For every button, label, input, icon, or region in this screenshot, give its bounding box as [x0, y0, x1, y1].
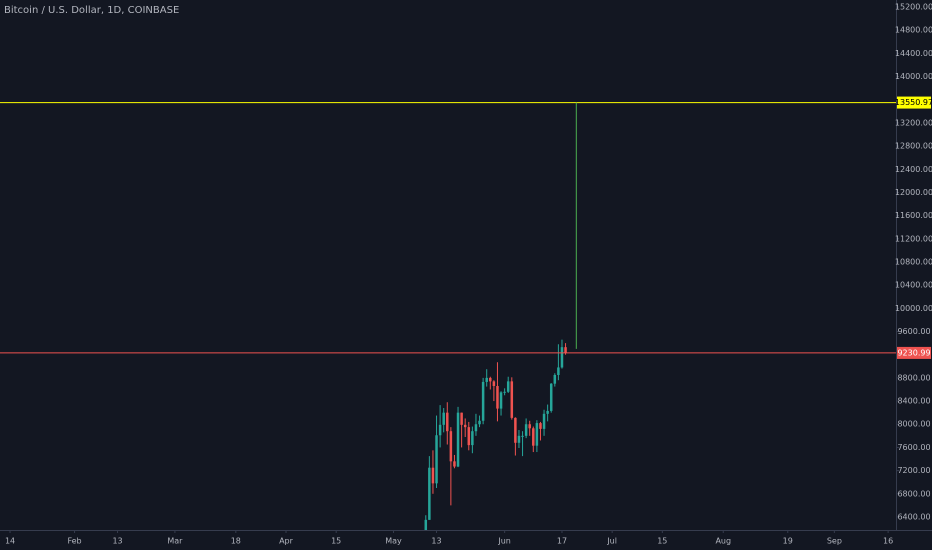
plot-area [0, 102, 896, 530]
y-tick-label: 6800.00 [897, 489, 930, 498]
candle-body [549, 383, 553, 411]
candle-body [467, 427, 471, 446]
axes: 6400.00 6800.00 7200.00 7600.00 8000.00 8400.… [5, 3, 932, 546]
candle-body [471, 431, 474, 446]
y-tick-label: 13200.00 [895, 118, 932, 127]
x-tick-label: 18 [231, 537, 241, 546]
candle-body [499, 392, 503, 409]
candle-body [535, 423, 539, 446]
x-tick-label: 13 [431, 537, 441, 546]
price-level-label: 9230.99 [897, 348, 930, 357]
candle-body [449, 431, 453, 462]
price-level-tag [897, 346, 931, 359]
x-tick-label: 15 [657, 537, 667, 546]
x-tick-label: 19 [783, 537, 793, 546]
price-level-tag [897, 96, 931, 109]
candle-body [510, 381, 514, 418]
candle-body [546, 410, 549, 414]
x-tick-label: Feb [67, 537, 81, 546]
x-tick-label: May [385, 537, 402, 546]
x-tick-label: 17 [557, 537, 567, 546]
y-tick-label: 7200.00 [897, 466, 930, 475]
candle-body [542, 413, 546, 429]
y-tick-label: 9600.00 [897, 327, 930, 336]
x-tick-label: 16 [883, 537, 893, 546]
y-tick-label: 14400.00 [895, 49, 932, 58]
candle-body [435, 435, 438, 484]
candle-body [539, 423, 542, 429]
x-tick-label: Mar [167, 537, 183, 546]
chart-title: Bitcoin / U.S. Dollar, 1D, COINBASE [4, 5, 179, 16]
candle-body [517, 435, 521, 443]
y-tick-label: 10000.00 [895, 304, 932, 313]
x-tick-label: Apr [279, 537, 294, 546]
x-tick-label: 15 [331, 537, 341, 546]
candle-body [428, 467, 431, 520]
candle-body [424, 519, 428, 530]
y-tick-label: 14000.00 [895, 72, 932, 81]
y-tick-label: 11600.00 [895, 211, 932, 220]
candle-body [521, 435, 524, 437]
candle-body [532, 428, 535, 446]
candle-body [442, 412, 445, 425]
candle-body [506, 381, 510, 392]
y-tick-label: 10800.00 [895, 257, 932, 266]
candle-body [453, 461, 456, 467]
candle-body [474, 424, 478, 432]
y-tick-label: 11200.00 [895, 234, 932, 243]
y-tick-label: 12400.00 [895, 165, 932, 174]
x-tick-label: Jun [497, 537, 511, 546]
y-tick-label: 8800.00 [897, 373, 930, 382]
price-level-label: 13550.97 [895, 98, 932, 107]
y-tick-label: 8000.00 [897, 420, 930, 429]
y-tick-label: 15200.00 [895, 3, 932, 12]
x-tick-label: Aug [715, 537, 731, 546]
y-tick-label: 6400.00 [897, 512, 930, 521]
candle-body [478, 420, 481, 425]
y-tick-label: 10400.00 [895, 281, 932, 290]
candle-body [489, 377, 492, 382]
y-tick-label: 12800.00 [895, 142, 932, 151]
candle-body [553, 374, 557, 384]
candle-body [557, 367, 560, 375]
candle-body [456, 412, 460, 467]
y-tick-label: 14800.00 [895, 26, 932, 35]
x-tick-label: Jul [606, 537, 617, 546]
candle-body [524, 424, 528, 436]
candle-body [564, 347, 567, 353]
candle-body [446, 412, 449, 432]
x-tick-label: 14 [5, 537, 15, 546]
candle-body [514, 417, 517, 443]
candle-body [438, 424, 442, 436]
candle-body [485, 377, 488, 382]
y-tick-label: 12000.00 [895, 188, 932, 197]
candle-body [492, 381, 496, 386]
x-tick-label: Sep [827, 537, 842, 546]
candle-body [503, 391, 506, 393]
y-tick-label: 8400.00 [897, 397, 930, 406]
candle-body [431, 467, 435, 484]
candle-body [463, 424, 467, 428]
candle-body [481, 381, 485, 421]
candle-body [460, 412, 463, 425]
y-tick-label: 7600.00 [897, 443, 930, 452]
x-tick-label: 13 [112, 537, 122, 546]
candle-body [560, 347, 564, 368]
candle-body [528, 424, 531, 429]
candle-body [496, 385, 499, 409]
